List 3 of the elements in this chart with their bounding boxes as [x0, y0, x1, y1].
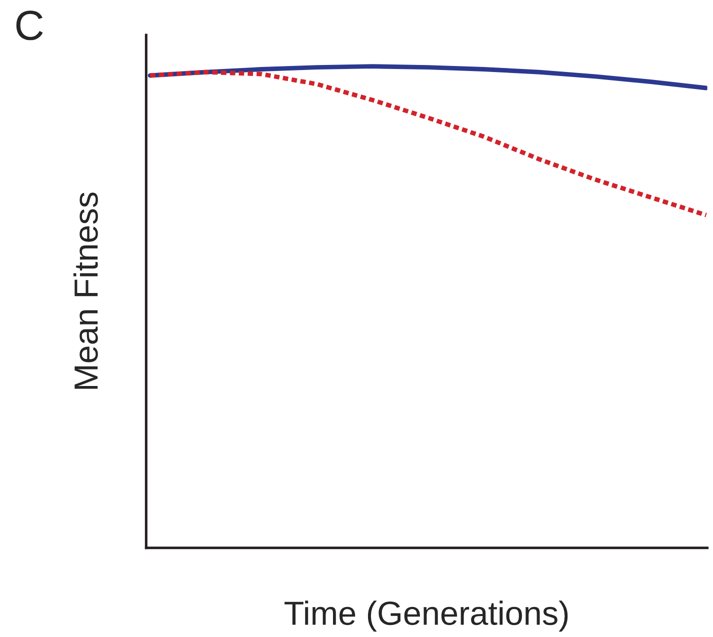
x-axis-title: Time (Generations) — [284, 600, 568, 632]
chart-title: C — [16, 10, 43, 40]
y-axis-title: Mean Fitness — [73, 192, 98, 389]
